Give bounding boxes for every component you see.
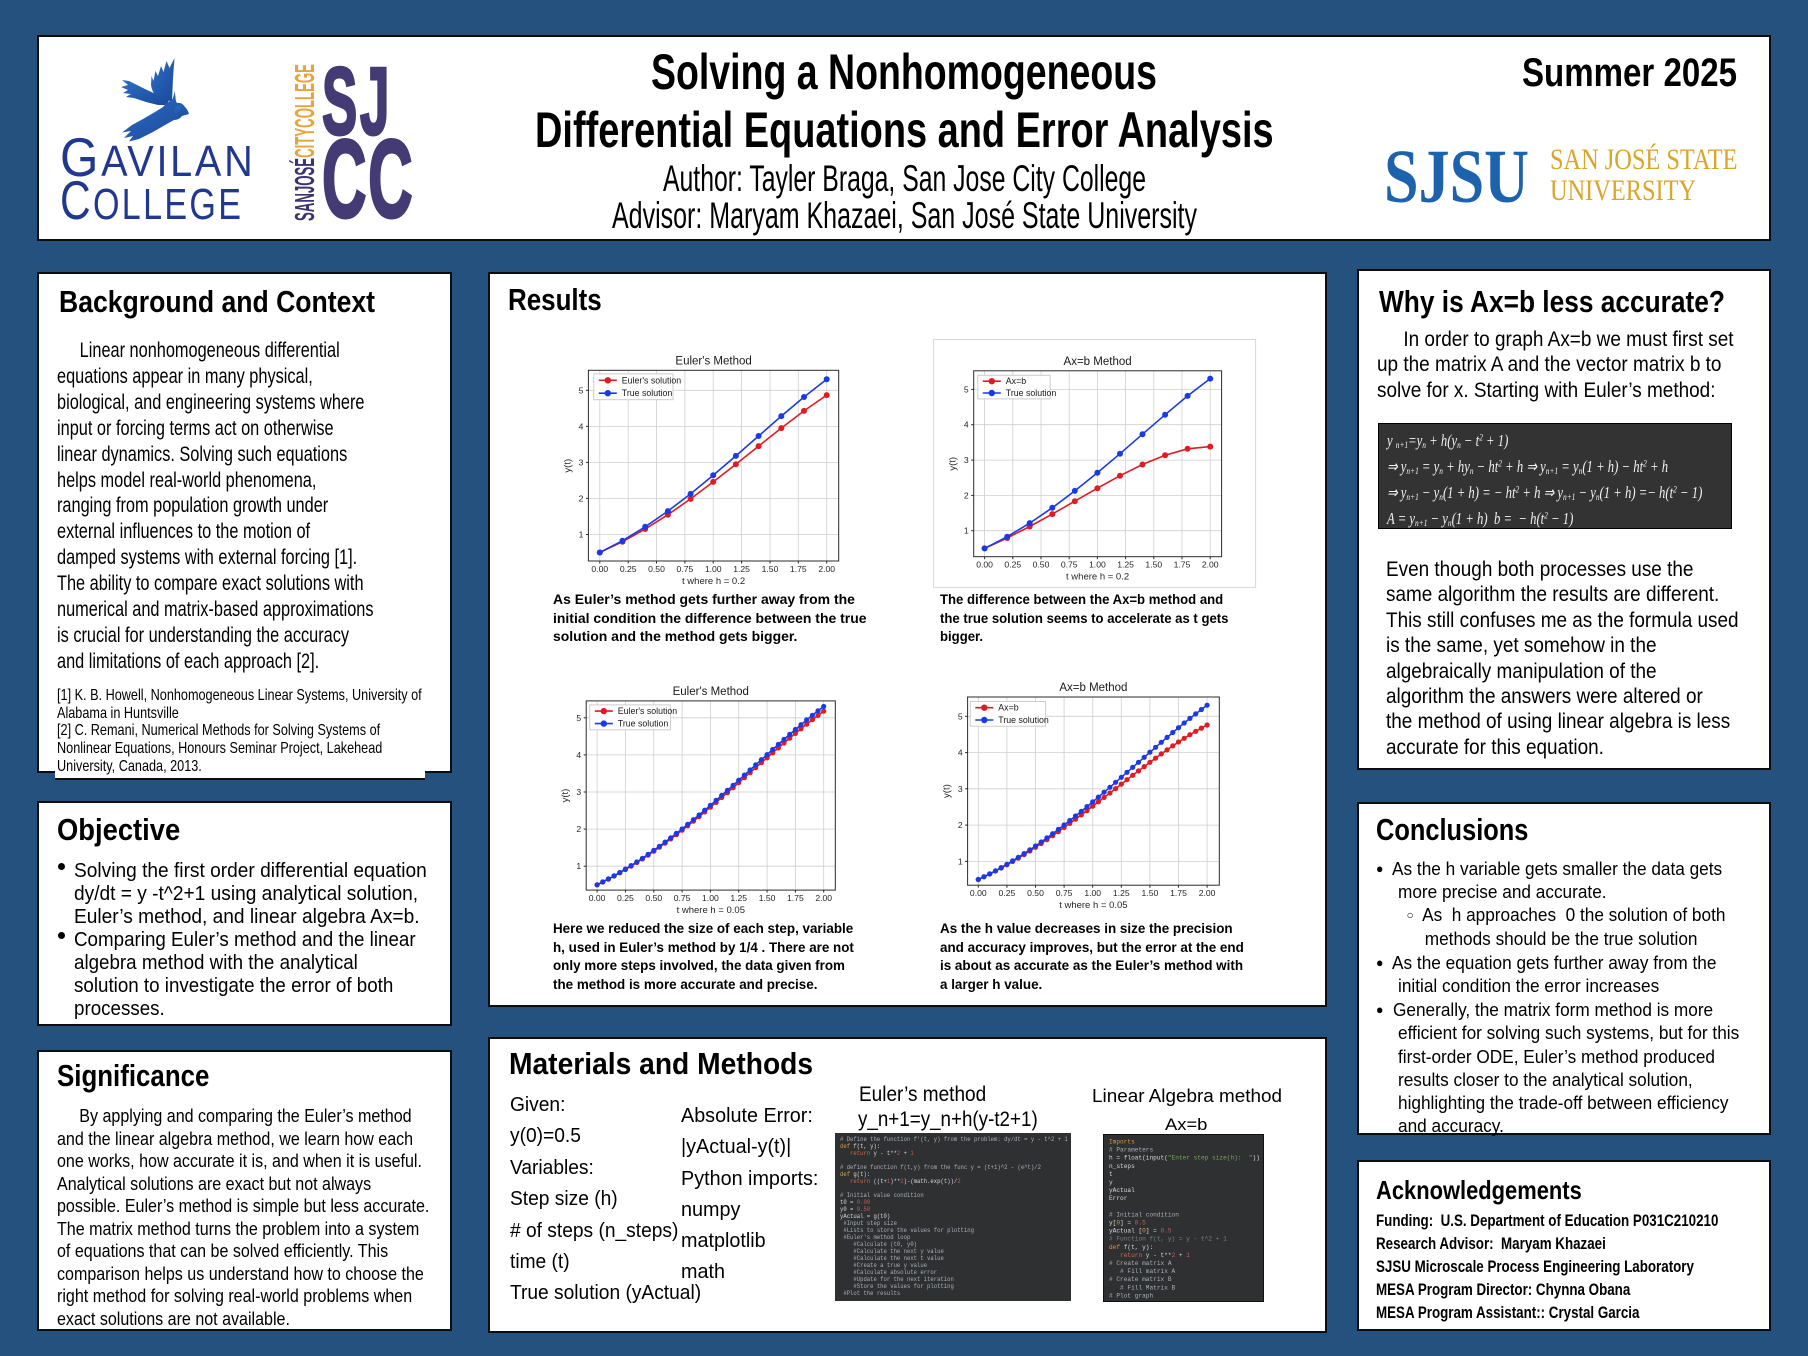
svg-text:1.75: 1.75: [787, 893, 804, 903]
svg-text:4: 4: [958, 748, 963, 758]
svg-text:3: 3: [958, 784, 963, 794]
svg-text:2.00: 2.00: [1202, 560, 1219, 570]
svg-text:Ax=b Method: Ax=b Method: [1064, 356, 1132, 368]
svg-text:1.25: 1.25: [1117, 560, 1134, 570]
svg-text:0.00: 0.00: [970, 888, 987, 898]
svg-text:y(t): y(t): [562, 459, 573, 473]
svg-text:1: 1: [958, 856, 963, 866]
svg-text:5: 5: [579, 385, 584, 395]
svg-text:0.00: 0.00: [591, 564, 608, 574]
svg-text:Ax=b Method: Ax=b Method: [1059, 682, 1127, 694]
svg-text:1.50: 1.50: [759, 893, 776, 903]
svg-text:1: 1: [576, 861, 581, 871]
svg-text:True solution: True solution: [618, 719, 669, 729]
svg-text:t where h = 0.2: t where h = 0.2: [1066, 572, 1129, 583]
svg-text:5: 5: [964, 384, 969, 394]
svg-text:2.00: 2.00: [1199, 888, 1216, 898]
svg-text:1.75: 1.75: [790, 564, 807, 574]
svg-text:1.25: 1.25: [1113, 888, 1130, 898]
svg-text:2.00: 2.00: [818, 564, 835, 574]
svg-text:1.00: 1.00: [1089, 560, 1106, 570]
svg-text:0.50: 0.50: [1027, 888, 1044, 898]
svg-text:0.50: 0.50: [645, 893, 662, 903]
svg-text:Euler's Method: Euler's Method: [675, 355, 751, 367]
svg-text:1.00: 1.00: [702, 893, 719, 903]
svg-text:2: 2: [576, 824, 581, 834]
svg-text:t where h = 0.05: t where h = 0.05: [677, 905, 745, 916]
svg-text:0.75: 0.75: [1061, 560, 1078, 570]
svg-text:1.50: 1.50: [762, 564, 779, 574]
svg-text:t where h = 0.2: t where h = 0.2: [682, 576, 745, 587]
svg-text:Euler's solution: Euler's solution: [622, 375, 681, 385]
svg-text:Euler's solution: Euler's solution: [618, 706, 677, 716]
svg-text:y(t): y(t): [560, 789, 571, 803]
svg-text:y(t): y(t): [942, 784, 953, 798]
svg-text:0.75: 0.75: [1056, 888, 1073, 898]
svg-text:1.00: 1.00: [1084, 888, 1101, 898]
svg-text:3: 3: [964, 455, 969, 465]
svg-text:Ax=b: Ax=b: [998, 703, 1018, 713]
svg-text:0.00: 0.00: [589, 893, 606, 903]
svg-text:t where h = 0.05: t where h = 0.05: [1059, 900, 1127, 911]
svg-text:0.25: 0.25: [617, 893, 634, 903]
svg-text:True solution: True solution: [622, 388, 673, 398]
svg-text:1.50: 1.50: [1145, 560, 1162, 570]
svg-text:True solution: True solution: [998, 715, 1049, 725]
svg-text:2.00: 2.00: [815, 893, 832, 903]
svg-text:2: 2: [964, 490, 969, 500]
svg-text:0.50: 0.50: [648, 564, 665, 574]
svg-text:Ax=b: Ax=b: [1006, 376, 1026, 386]
svg-text:5: 5: [576, 713, 581, 723]
svg-text:1: 1: [579, 530, 584, 540]
svg-text:3: 3: [576, 787, 581, 797]
svg-text:4: 4: [964, 420, 969, 430]
svg-text:1.75: 1.75: [1170, 888, 1187, 898]
svg-text:y(t): y(t): [948, 457, 959, 471]
svg-text:Euler's Method: Euler's Method: [673, 686, 749, 698]
svg-text:1.00: 1.00: [705, 564, 722, 574]
svg-text:1: 1: [964, 526, 969, 536]
svg-text:0.75: 0.75: [677, 564, 694, 574]
svg-text:1.25: 1.25: [730, 893, 747, 903]
svg-text:True solution: True solution: [1006, 388, 1057, 398]
svg-text:0.00: 0.00: [976, 560, 993, 570]
svg-text:4: 4: [579, 421, 584, 431]
svg-text:4: 4: [576, 750, 581, 760]
svg-text:1.25: 1.25: [733, 564, 750, 574]
svg-text:0.25: 0.25: [1004, 560, 1021, 570]
svg-text:0.25: 0.25: [620, 564, 637, 574]
svg-text:5: 5: [958, 711, 963, 721]
svg-text:3: 3: [579, 457, 584, 467]
svg-text:1.50: 1.50: [1142, 888, 1159, 898]
svg-text:2: 2: [958, 820, 963, 830]
svg-text:1.75: 1.75: [1174, 560, 1191, 570]
svg-text:0.50: 0.50: [1033, 560, 1050, 570]
svg-text:2: 2: [579, 493, 584, 503]
svg-text:0.75: 0.75: [674, 893, 691, 903]
svg-text:0.25: 0.25: [999, 888, 1016, 898]
